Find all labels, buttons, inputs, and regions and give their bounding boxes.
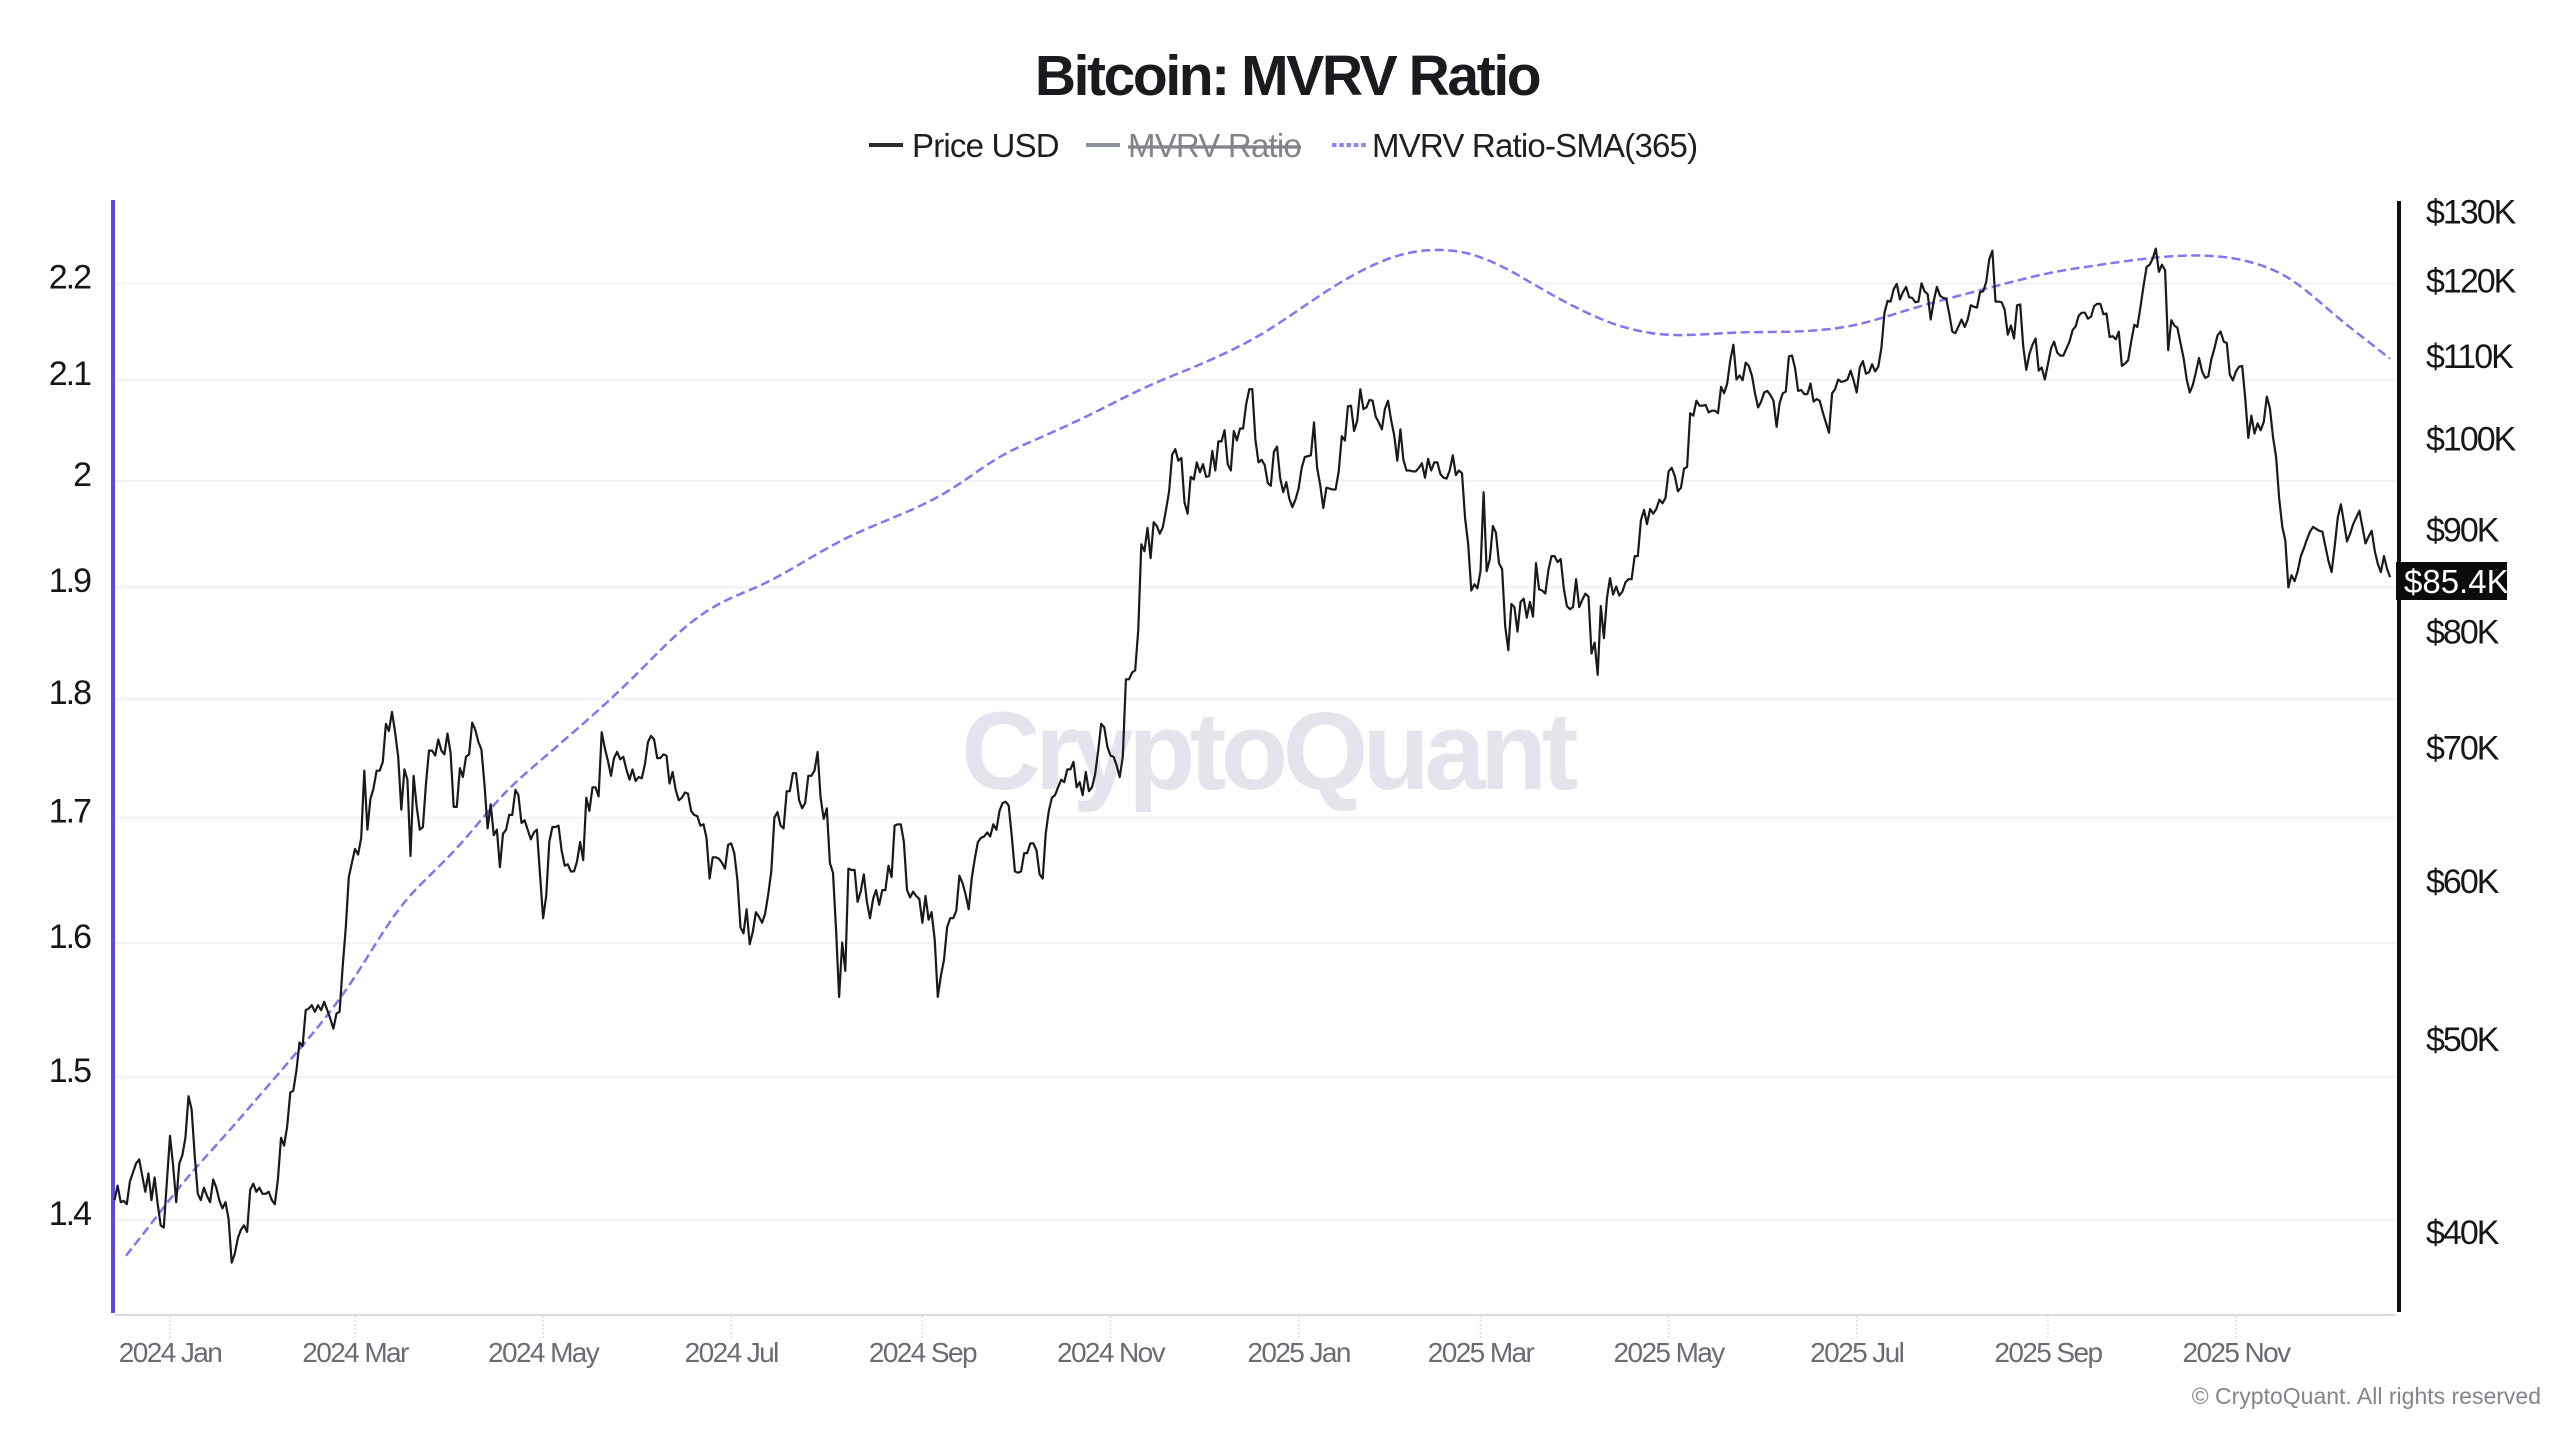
svg-text:2024 Jul: 2024 Jul: [685, 1337, 778, 1368]
svg-text:1.9: 1.9: [49, 562, 91, 600]
svg-text:$70K: $70K: [2426, 729, 2500, 767]
svg-text:$40K: $40K: [2426, 1214, 2500, 1252]
svg-text:$85.4K: $85.4K: [2404, 563, 2509, 600]
svg-text:2024 Nov: 2024 Nov: [1057, 1337, 1166, 1368]
svg-text:$50K: $50K: [2426, 1021, 2500, 1059]
svg-text:$80K: $80K: [2426, 614, 2500, 652]
svg-text:2024 Jan: 2024 Jan: [119, 1337, 221, 1368]
svg-text:1.7: 1.7: [49, 793, 91, 831]
svg-text:2.1: 2.1: [49, 355, 91, 393]
svg-text:2024 Mar: 2024 Mar: [302, 1337, 409, 1368]
svg-text:$120K: $120K: [2426, 263, 2517, 301]
svg-text:MVRV Ratio: MVRV Ratio: [1128, 127, 1301, 164]
svg-text:1.4: 1.4: [49, 1195, 91, 1233]
svg-text:2025 Jul: 2025 Jul: [1810, 1337, 1903, 1368]
svg-text:$60K: $60K: [2426, 863, 2500, 901]
svg-text:2025 Sep: 2025 Sep: [1994, 1337, 2102, 1368]
svg-text:$100K: $100K: [2426, 421, 2517, 459]
svg-text:2025 May: 2025 May: [1614, 1337, 1726, 1368]
svg-text:CryptoQuant: CryptoQuant: [961, 690, 1578, 813]
svg-text:© CryptoQuant. All rights rese: © CryptoQuant. All rights reserved: [2192, 1383, 2541, 1409]
svg-text:1.6: 1.6: [49, 918, 91, 956]
svg-text:2.2: 2.2: [49, 259, 91, 297]
svg-text:1.8: 1.8: [49, 674, 91, 712]
svg-text:$90K: $90K: [2426, 512, 2500, 550]
svg-text:2: 2: [73, 456, 91, 494]
svg-text:1.5: 1.5: [49, 1052, 91, 1090]
svg-text:MVRV Ratio-SMA(365): MVRV Ratio-SMA(365): [1372, 127, 1697, 164]
svg-text:2025 Nov: 2025 Nov: [2182, 1337, 2291, 1368]
svg-text:Bitcoin: MVRV Ratio: Bitcoin: MVRV Ratio: [1035, 44, 1540, 108]
svg-text:2024 May: 2024 May: [488, 1337, 600, 1368]
svg-text:2024 Sep: 2024 Sep: [869, 1337, 977, 1368]
svg-text:2025 Mar: 2025 Mar: [1428, 1337, 1535, 1368]
svg-text:$130K: $130K: [2426, 193, 2517, 231]
svg-text:$110K: $110K: [2426, 338, 2514, 376]
svg-text:2025 Jan: 2025 Jan: [1247, 1337, 1349, 1368]
svg-text:Price USD: Price USD: [912, 127, 1059, 164]
